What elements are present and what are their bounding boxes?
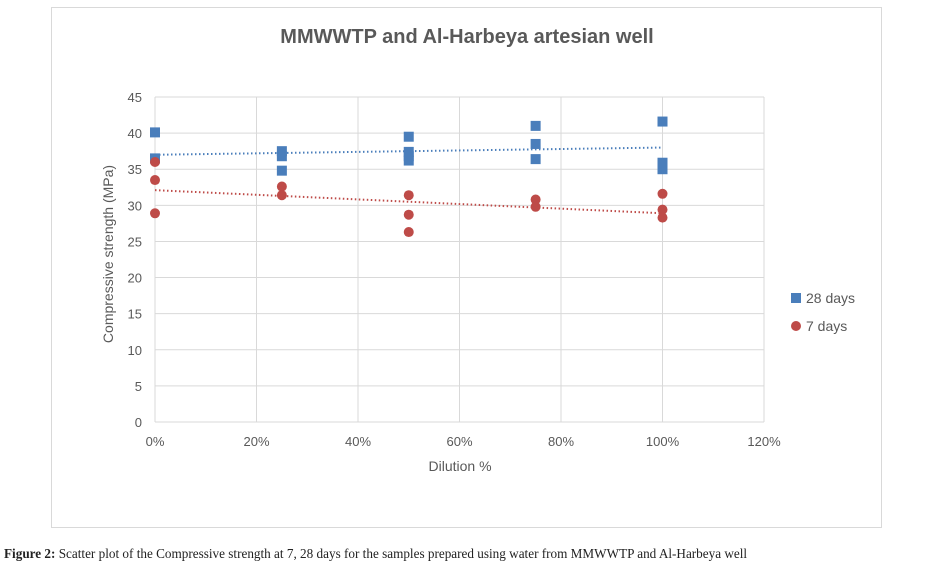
legend-marker-circle (791, 321, 801, 331)
data-point-square (276, 146, 287, 157)
scatter-plot: MMWWTP and Al-Harbeya artesian well Dilu… (100, 26, 855, 474)
legend-label: 28 days (806, 290, 855, 306)
tick-labels: 0 5 10 15 20 25 30 35 40 45 0% 20% 40% 60% 80% 100% 120% (128, 90, 782, 449)
data-point-circle (657, 188, 668, 199)
trendline (154, 189, 663, 215)
data-point-square (403, 155, 414, 166)
data-point-square (530, 120, 541, 131)
data-point-square (150, 127, 160, 138)
x-tick-label: 120% (747, 434, 781, 449)
data-points (150, 116, 668, 238)
x-tick-label: 100% (646, 434, 680, 449)
y-tick-label: 0 (135, 415, 142, 430)
legend-label: 7 days (806, 318, 847, 334)
data-point-circle (276, 181, 287, 192)
data-point-circle (657, 204, 668, 215)
caption-label: Figure 2: (4, 546, 56, 561)
y-tick-label: 5 (135, 379, 142, 394)
x-tick-label: 20% (243, 434, 269, 449)
chart-title: MMWWTP and Al-Harbeya artesian well (280, 26, 653, 48)
data-point-circle (150, 208, 160, 219)
data-point-square (530, 154, 541, 165)
y-tick-label: 45 (128, 90, 142, 105)
gridlines (154, 96, 765, 423)
data-point-square (276, 151, 287, 162)
y-tick-label: 10 (128, 343, 142, 358)
data-point-square (657, 116, 668, 127)
data-point-circle (150, 175, 160, 186)
x-tick-label: 40% (345, 434, 371, 449)
x-tick-label: 0% (146, 434, 165, 449)
y-tick-label: 40 (128, 126, 142, 141)
data-point-circle (276, 190, 287, 201)
y-tick-label: 35 (128, 162, 142, 177)
data-point-square (530, 138, 541, 149)
caption-text: Scatter plot of the Compressive strength… (55, 546, 748, 561)
data-point-circle (657, 212, 668, 223)
data-point-circle (403, 190, 414, 201)
data-point-square (276, 165, 287, 176)
y-axis-label: Compressive strength (MPa) (100, 165, 116, 343)
trendlines (154, 146, 663, 215)
data-point-square (657, 164, 668, 175)
y-tick-label: 25 (128, 234, 142, 249)
x-axis-label: Dilution % (428, 458, 491, 474)
y-tick-label: 20 (128, 271, 142, 286)
figure-caption: Figure 2: Scatter plot of the Compressiv… (4, 546, 934, 562)
data-point-circle (403, 227, 414, 238)
x-tick-label: 80% (548, 434, 574, 449)
legend-marker-square (791, 293, 801, 303)
data-point-circle (403, 209, 414, 220)
chart-frame: MMWWTP and Al-Harbeya artesian well Dilu… (51, 7, 882, 528)
trendline (154, 146, 663, 156)
data-point-square (657, 157, 668, 168)
data-point-circle (530, 201, 541, 212)
y-tick-label: 15 (128, 307, 142, 322)
y-tick-label: 30 (128, 198, 142, 213)
data-point-square (403, 131, 414, 142)
data-point-circle (150, 157, 160, 167)
x-tick-label: 60% (446, 434, 472, 449)
data-point-circle (530, 194, 541, 205)
legend: 28 days 7 days (791, 290, 855, 334)
